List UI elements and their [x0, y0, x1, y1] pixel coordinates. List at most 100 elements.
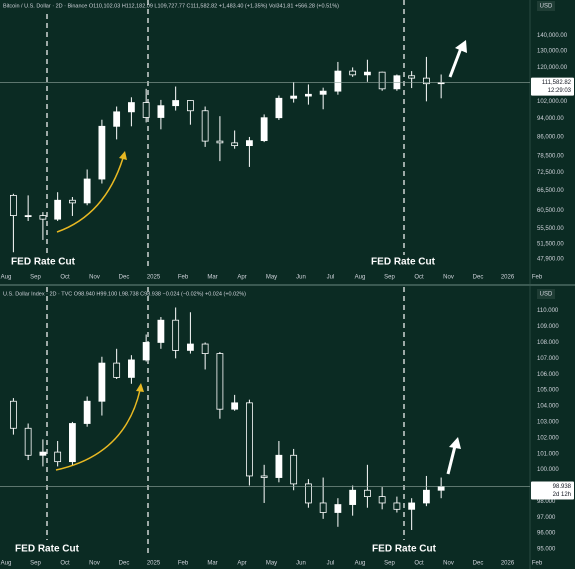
- candle-body: [408, 502, 416, 510]
- y-tick-label: 130,000.00: [537, 48, 568, 54]
- x-tick-label: Feb: [532, 275, 543, 281]
- candle-body: [113, 111, 121, 127]
- y-tick-label: 101.000: [537, 451, 559, 457]
- arrow-head: [119, 151, 127, 160]
- y-tick-label: 110.000: [537, 308, 559, 314]
- y-tick-label: 107.000: [537, 356, 559, 362]
- x-tick-label: Mar: [207, 275, 217, 281]
- y-tick-label: 55,500.00: [537, 226, 564, 232]
- y-tick-label: 60,500.00: [537, 208, 564, 214]
- currency-badge: [537, 289, 555, 299]
- x-tick-label: Nov: [89, 561, 100, 567]
- candle-body: [393, 75, 401, 90]
- x-tick-label: Apr: [237, 275, 246, 281]
- candle-body: [422, 77, 430, 85]
- x-tick-label: Dec: [119, 275, 130, 281]
- candle-body: [245, 140, 253, 147]
- candle-body: [275, 97, 283, 119]
- candle-body: [69, 199, 76, 204]
- candle-body: [275, 454, 283, 478]
- x-tick-label: Aug: [355, 275, 366, 281]
- candle-body: [127, 359, 135, 378]
- candle-body: [24, 215, 32, 217]
- candle-body: [39, 215, 47, 220]
- x-tick-label: Aug: [1, 275, 12, 281]
- candle-body: [127, 102, 135, 113]
- x-tick-label: 2025: [147, 275, 161, 281]
- candle-body: [24, 427, 32, 456]
- y-tick-label: 140,000.00: [537, 33, 568, 39]
- candle-body: [349, 489, 357, 505]
- arrow-head: [136, 383, 144, 392]
- x-tick-label: Dec: [119, 561, 130, 567]
- candle-body: [9, 194, 17, 216]
- candle-body: [231, 142, 239, 147]
- candle-body: [83, 178, 91, 204]
- countdown-label: 2d 12h: [553, 492, 571, 498]
- candle-body: [98, 125, 106, 180]
- candle-body: [319, 502, 327, 513]
- y-tick-label: 97.000: [537, 515, 556, 521]
- x-tick-label: Sep: [384, 561, 395, 567]
- candle-body: [201, 110, 209, 142]
- y-tick-label: 66,500.00: [537, 188, 564, 194]
- x-tick-label: Jul: [327, 275, 335, 281]
- x-tick-label: Jun: [296, 275, 306, 281]
- candle-body: [290, 454, 298, 485]
- candle-body: [216, 353, 224, 410]
- x-tick-label: Sep: [384, 275, 395, 281]
- candle-body: [142, 102, 150, 118]
- y-tick-label: 78,500.00: [537, 154, 564, 160]
- arrow-head: [455, 40, 467, 53]
- x-tick-label: Feb: [178, 561, 189, 567]
- candle-body: [319, 90, 327, 95]
- x-tick-label: Nov: [89, 275, 100, 281]
- candle-body: [393, 502, 401, 510]
- y-tick-label: 104.000: [537, 404, 559, 410]
- candle-body: [334, 504, 342, 513]
- candle-body: [54, 451, 62, 463]
- last-price-box: [531, 481, 574, 500]
- x-tick-label: Oct: [414, 561, 424, 567]
- annotation: FED Rate Cut: [11, 257, 76, 268]
- candle-body: [245, 402, 253, 477]
- candle-body: [69, 423, 76, 463]
- candle-body: [157, 105, 165, 118]
- candle-body: [304, 483, 312, 504]
- x-tick-label: 2026: [501, 275, 515, 281]
- x-tick-label: Jun: [296, 561, 306, 567]
- candle-body: [9, 400, 17, 429]
- candle-body: [378, 71, 386, 90]
- candle-body: [231, 402, 239, 410]
- currency-label: USD: [540, 292, 553, 298]
- candle-body: [172, 319, 180, 351]
- y-tick-label: 109.000: [537, 324, 559, 330]
- countdown-label: 12:29:03: [548, 88, 572, 94]
- up-arrow: [446, 445, 457, 475]
- y-tick-label: 103.000: [537, 419, 559, 425]
- y-tick-label: 95.000: [537, 547, 556, 553]
- candle-body: [378, 496, 386, 504]
- candle-body: [422, 489, 430, 504]
- x-tick-label: Aug: [1, 561, 12, 567]
- x-tick-label: May: [266, 561, 277, 567]
- candle-body: [437, 486, 445, 491]
- x-tick-label: Dec: [473, 275, 484, 281]
- x-tick-label: Sep: [30, 561, 41, 567]
- x-tick-label: Nov: [443, 275, 454, 281]
- candle-body: [290, 95, 298, 99]
- currency-badge: [537, 1, 555, 11]
- candle-body: [98, 362, 106, 402]
- chart-header: U.S. Dollar Index · 2D · TVC O98.940 H99…: [3, 291, 246, 297]
- annotation: FED Rate Cut: [15, 544, 80, 555]
- x-tick-label: Oct: [60, 561, 70, 567]
- trend-arrow: [56, 157, 124, 233]
- y-tick-label: 102,000.00: [537, 99, 568, 105]
- up-arrow: [448, 47, 463, 78]
- y-tick-label: 47,900.00: [537, 257, 564, 263]
- last-price-box: [531, 77, 574, 96]
- candle-body: [349, 70, 357, 76]
- x-tick-label: Dec: [473, 561, 484, 567]
- candle-body: [216, 140, 224, 144]
